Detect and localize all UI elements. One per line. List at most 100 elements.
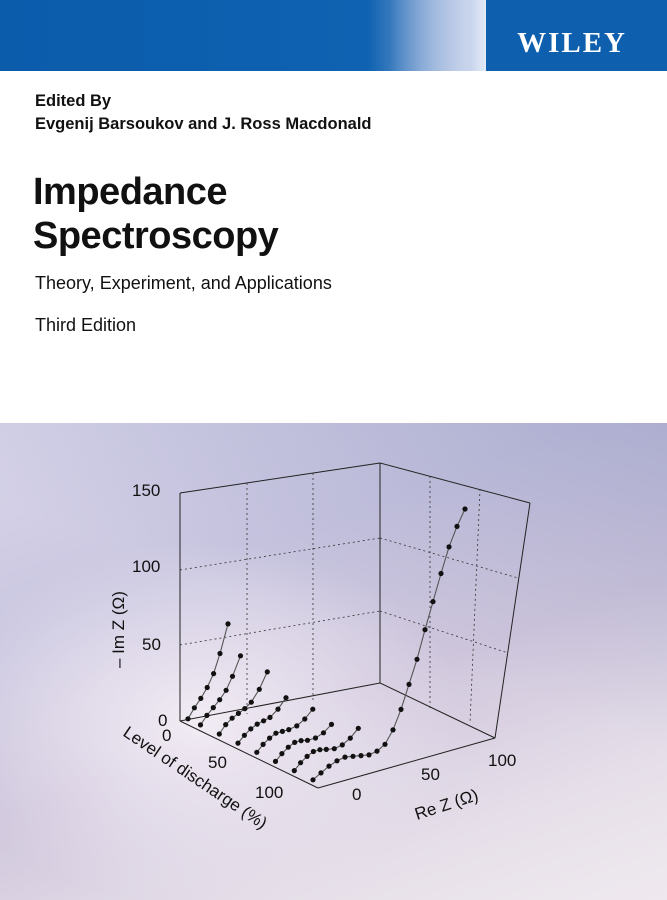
z-tick-label: 100: [132, 557, 160, 576]
data-point: [323, 746, 329, 752]
book-subtitle: Theory, Experiment, and Applications: [35, 273, 332, 293]
data-point: [382, 741, 388, 747]
floor-back-edge: [179, 682, 381, 722]
z-axis-ticks: 150 100 50 0: [132, 481, 167, 730]
grid-line: [379, 537, 519, 579]
publisher-banner: WILEY: [0, 0, 667, 71]
data-point: [229, 673, 236, 679]
data-point: [204, 712, 210, 718]
grid-line: [379, 610, 509, 654]
data-point: [310, 706, 316, 712]
plot-frame: [179, 462, 531, 789]
data-point: [235, 710, 241, 716]
data-point: [317, 747, 323, 753]
data-point: [406, 681, 412, 687]
data-point: [331, 746, 337, 752]
data-point: [339, 742, 345, 748]
data-point: [298, 760, 304, 766]
data-point: [398, 706, 404, 712]
book-title-line2: Spectroscopy: [33, 215, 279, 257]
data-point: [211, 671, 217, 677]
data-point: [422, 627, 428, 633]
data-point: [342, 754, 348, 760]
floor-side-edge: [379, 682, 496, 739]
series-layer: [185, 506, 468, 783]
book-title: Impedance Spectroscopy: [33, 170, 279, 258]
data-point: [185, 716, 191, 722]
grid-line: [469, 488, 481, 724]
data-point: [267, 735, 273, 741]
data-point: [260, 741, 266, 747]
data-point: [294, 723, 300, 729]
data-point: [446, 544, 452, 550]
data-point: [210, 705, 216, 711]
cover-figure: 150 100 50 0 – Im Z (Ω) 0 50 100 Level o…: [0, 423, 667, 900]
data-point: [248, 726, 254, 732]
discharge-axis-ticks: 0 50 100: [162, 726, 283, 802]
data-point: [304, 737, 311, 743]
top-side-edge: [379, 462, 531, 504]
data-point: [248, 699, 254, 705]
rez-axis-label: Re Z (Ω): [412, 785, 480, 823]
data-point: [334, 758, 340, 764]
data-point: [272, 758, 279, 764]
data-point: [267, 714, 273, 720]
data-point: [261, 718, 267, 724]
z-tick-label: 150: [132, 481, 160, 500]
data-point: [312, 735, 319, 741]
rez-tick-label: 0: [352, 785, 361, 804]
data-point: [241, 732, 247, 738]
data-point: [279, 751, 285, 757]
discharge-axis-line: [179, 720, 319, 789]
data-point: [430, 599, 436, 605]
data-point: [264, 669, 270, 675]
top-back-edge: [179, 462, 381, 494]
data-point: [320, 730, 327, 736]
data-point: [310, 777, 316, 783]
book-edition: Third Edition: [35, 315, 137, 335]
data-point: [374, 748, 380, 754]
data-point: [237, 653, 244, 659]
data-point: [328, 721, 335, 727]
grid-line: [179, 610, 381, 646]
data-point: [302, 716, 308, 722]
data-point: [414, 656, 420, 662]
data-point: [310, 748, 316, 755]
data-point: [283, 695, 289, 701]
data-point: [347, 735, 353, 741]
rez-tick-label: 100: [488, 751, 516, 770]
data-point: [350, 753, 356, 759]
z-tick-label: 50: [142, 635, 161, 654]
rez-axis-line: [317, 737, 496, 789]
data-point: [291, 768, 297, 774]
data-point: [275, 706, 281, 712]
data-point: [197, 722, 204, 728]
data-point: [254, 721, 260, 727]
data-point: [217, 650, 223, 657]
data-point: [225, 621, 231, 627]
data-point: [256, 686, 262, 692]
data-point: [279, 728, 285, 734]
data-point: [358, 753, 364, 759]
data-point: [223, 687, 229, 693]
book-title-line1: Impedance: [33, 171, 228, 213]
rez-axis-ticks: 0 50 100: [352, 751, 516, 804]
data-point: [366, 752, 372, 758]
data-point: [223, 722, 229, 728]
data-point: [204, 684, 210, 691]
series-line: [312, 508, 466, 781]
data-point: [273, 730, 279, 736]
discharge-tick-label: 50: [208, 753, 227, 772]
data-point: [292, 739, 298, 745]
data-point: [438, 570, 444, 577]
discharge-tick-label: 0: [162, 726, 171, 745]
data-point: [454, 523, 460, 529]
discharge-axis-label: Level of discharge (%): [120, 723, 271, 833]
banner-fade: [390, 0, 486, 71]
data-point: [235, 740, 241, 746]
data-point: [229, 715, 235, 721]
data-point: [390, 727, 396, 733]
series-line: [293, 727, 359, 771]
discharge-tick-label: 100: [255, 783, 283, 802]
data-point: [254, 749, 260, 755]
